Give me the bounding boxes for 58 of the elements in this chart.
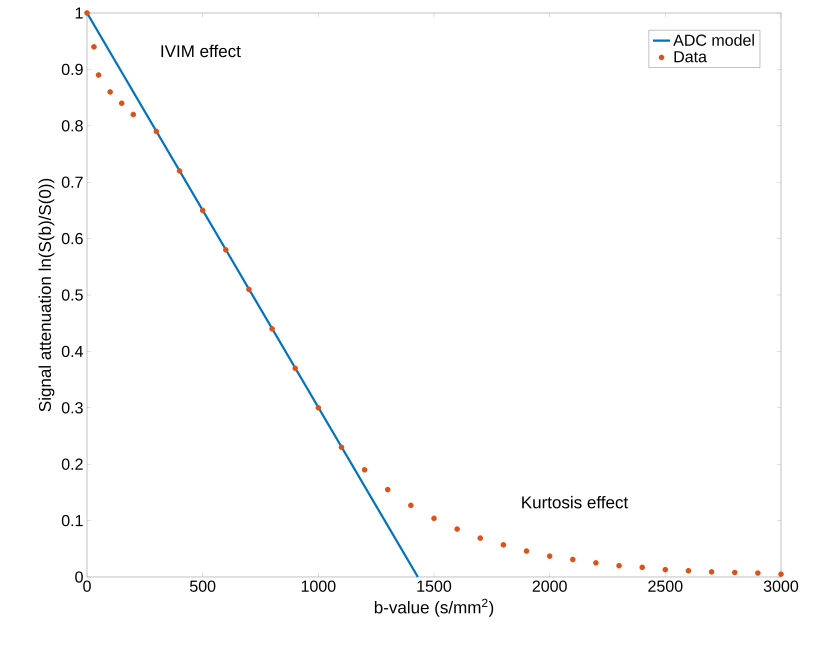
point [570, 556, 576, 562]
point [246, 286, 252, 292]
point [500, 542, 506, 548]
y-tick-label: 0.9 [62, 64, 83, 76]
point [686, 568, 692, 574]
annotation: Kurtosis effect [522, 496, 628, 508]
point [316, 404, 322, 411]
y-tick-label: 0.5 [62, 289, 83, 301]
x-tick-label: 1000 [302, 580, 336, 592]
point [662, 566, 668, 572]
point [755, 570, 761, 576]
y-tick-label: 1 [76, 7, 83, 18]
point [292, 366, 298, 372]
x-tick-label: 2500 [648, 580, 682, 592]
x-axis-title: b-value (s/mm$^{2}$) [374, 598, 494, 617]
point [778, 571, 784, 577]
point [154, 128, 160, 134]
x-tick-label: 3000 [764, 580, 798, 592]
legend-label: ADC model [673, 34, 754, 46]
y-tick-label: 0.1 [62, 514, 83, 526]
x-tick-label: 2000 [532, 580, 567, 592]
point [639, 564, 645, 570]
point [130, 112, 136, 118]
point [362, 467, 368, 473]
point [118, 100, 125, 106]
y-tick-label: 0.3 [62, 402, 83, 414]
x-tick-label: 0 [83, 580, 91, 592]
point [269, 326, 275, 332]
y-tick-label: 0.6 [62, 232, 83, 244]
annotation: IVIM effect [162, 44, 241, 58]
point [708, 569, 714, 575]
point [616, 562, 622, 569]
point [477, 535, 484, 541]
point [200, 208, 206, 214]
point [96, 72, 102, 78]
point [546, 553, 552, 559]
point [431, 516, 437, 522]
point [84, 10, 90, 16]
y-tick-label: 0.8 [62, 120, 83, 132]
point [91, 44, 97, 50]
legend-label: Data [674, 51, 707, 62]
point [408, 502, 414, 508]
y-tick-label: 0.7 [62, 176, 83, 188]
y-axis-title: Signal attenuation ln(S(b)/S(0)) [38, 178, 54, 412]
point [107, 89, 113, 95]
point [732, 570, 738, 576]
point [593, 560, 599, 566]
y-tick-label: 0.2 [62, 458, 83, 470]
point [176, 168, 182, 174]
point [454, 526, 460, 532]
point [223, 247, 229, 253]
y-tick-label: 0.4 [62, 346, 83, 358]
x-tick-label: 1500 [417, 580, 452, 592]
y-tick-label: 0 [75, 571, 83, 583]
point [338, 444, 344, 450]
point [524, 548, 530, 554]
point [384, 486, 391, 492]
x-tick-label: 500 [190, 580, 216, 592]
